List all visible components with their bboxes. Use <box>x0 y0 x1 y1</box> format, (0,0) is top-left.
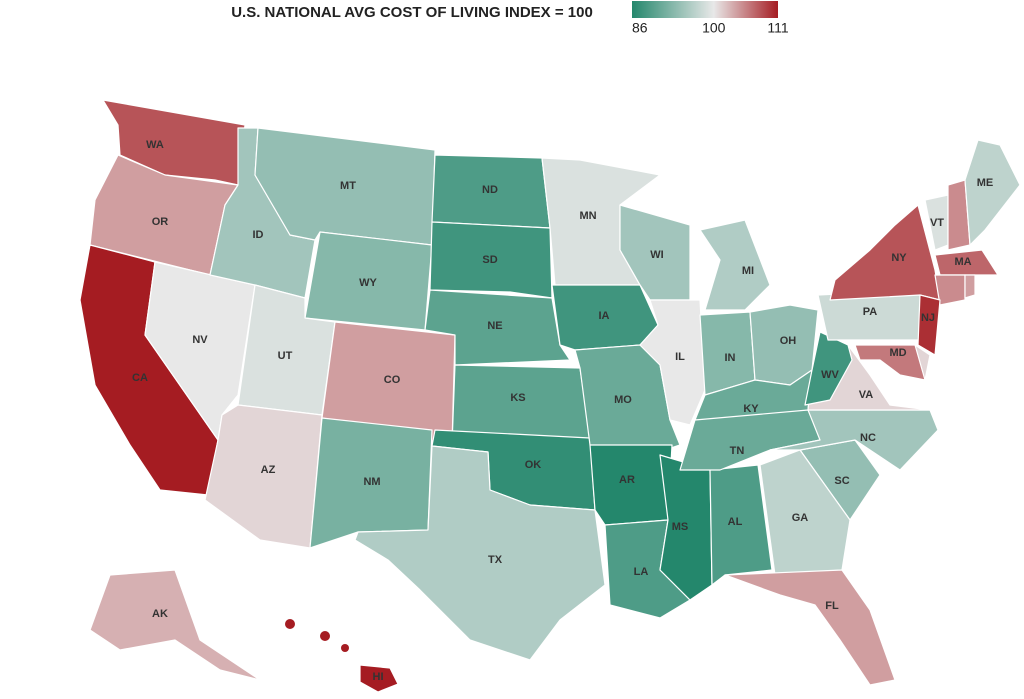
legend-tick-label: 100 <box>702 20 726 36</box>
state-label: NJ <box>921 312 935 324</box>
state-island <box>341 644 349 652</box>
state-label: MA <box>954 256 971 268</box>
state-label: TX <box>488 554 503 566</box>
state <box>354 445 606 661</box>
state-label: VA <box>859 389 874 401</box>
state-label: WY <box>359 277 377 289</box>
state-label: IN <box>725 352 736 364</box>
state-label: CA <box>132 372 148 384</box>
state <box>964 274 976 299</box>
state-label: HI <box>373 671 384 683</box>
state-label: SD <box>482 254 497 266</box>
state-label: AZ <box>261 464 276 476</box>
state-label: MO <box>614 394 632 406</box>
state-label: AK <box>152 608 168 620</box>
state-label: NC <box>860 432 876 444</box>
state-label: MD <box>889 347 906 359</box>
state-label: WI <box>650 249 663 261</box>
state-label: NE <box>487 320 502 332</box>
state-label: GA <box>792 512 809 524</box>
legend-bar <box>632 1 778 18</box>
state <box>934 274 966 306</box>
legend-tick-label: 86 <box>632 20 648 36</box>
state-label: VT <box>930 217 944 229</box>
state <box>917 294 941 356</box>
state <box>204 404 323 549</box>
state-label: OR <box>152 216 169 228</box>
state-label: NM <box>363 476 380 488</box>
state <box>829 204 941 301</box>
state <box>804 331 853 406</box>
legend-tick-label: 111 <box>767 20 788 36</box>
state-label: ID <box>253 229 264 241</box>
state-label: KY <box>743 403 759 415</box>
state <box>89 569 261 681</box>
state-label: IL <box>675 351 685 363</box>
state-label: ME <box>977 177 994 189</box>
state-label: AR <box>619 474 635 486</box>
state-label: NY <box>891 252 907 264</box>
state <box>699 219 771 311</box>
state-label: MT <box>340 180 356 192</box>
state-label: AL <box>728 516 743 528</box>
state-label: IA <box>599 310 610 322</box>
state-label: SC <box>834 475 849 487</box>
state-island <box>320 631 330 641</box>
state-label: MS <box>672 521 689 533</box>
state <box>759 449 851 576</box>
state-label: OH <box>780 335 797 347</box>
state <box>769 409 939 471</box>
state <box>429 221 553 299</box>
state <box>709 464 773 586</box>
state-label: TN <box>730 445 745 457</box>
state-label: NV <box>192 334 208 346</box>
state-label: LA <box>634 566 649 578</box>
state <box>724 569 896 686</box>
state-label: WA <box>146 139 164 151</box>
state <box>934 249 999 276</box>
state-label: UT <box>278 350 293 362</box>
state-label: MI <box>742 265 754 277</box>
state <box>964 139 1021 246</box>
state-label: ND <box>482 184 498 196</box>
state <box>424 289 571 366</box>
state-label: PA <box>863 306 878 318</box>
map-title: U.S. NATIONAL AVG COST OF LIVING INDEX =… <box>231 4 593 21</box>
state-label: OK <box>525 459 542 471</box>
state-label: CO <box>384 374 401 386</box>
state-label: FL <box>825 600 839 612</box>
state-island <box>285 619 295 629</box>
state-label: WV <box>821 369 839 381</box>
state-label: KS <box>510 392 525 404</box>
state <box>854 344 926 381</box>
state-label: MN <box>579 210 596 222</box>
state <box>359 664 399 693</box>
